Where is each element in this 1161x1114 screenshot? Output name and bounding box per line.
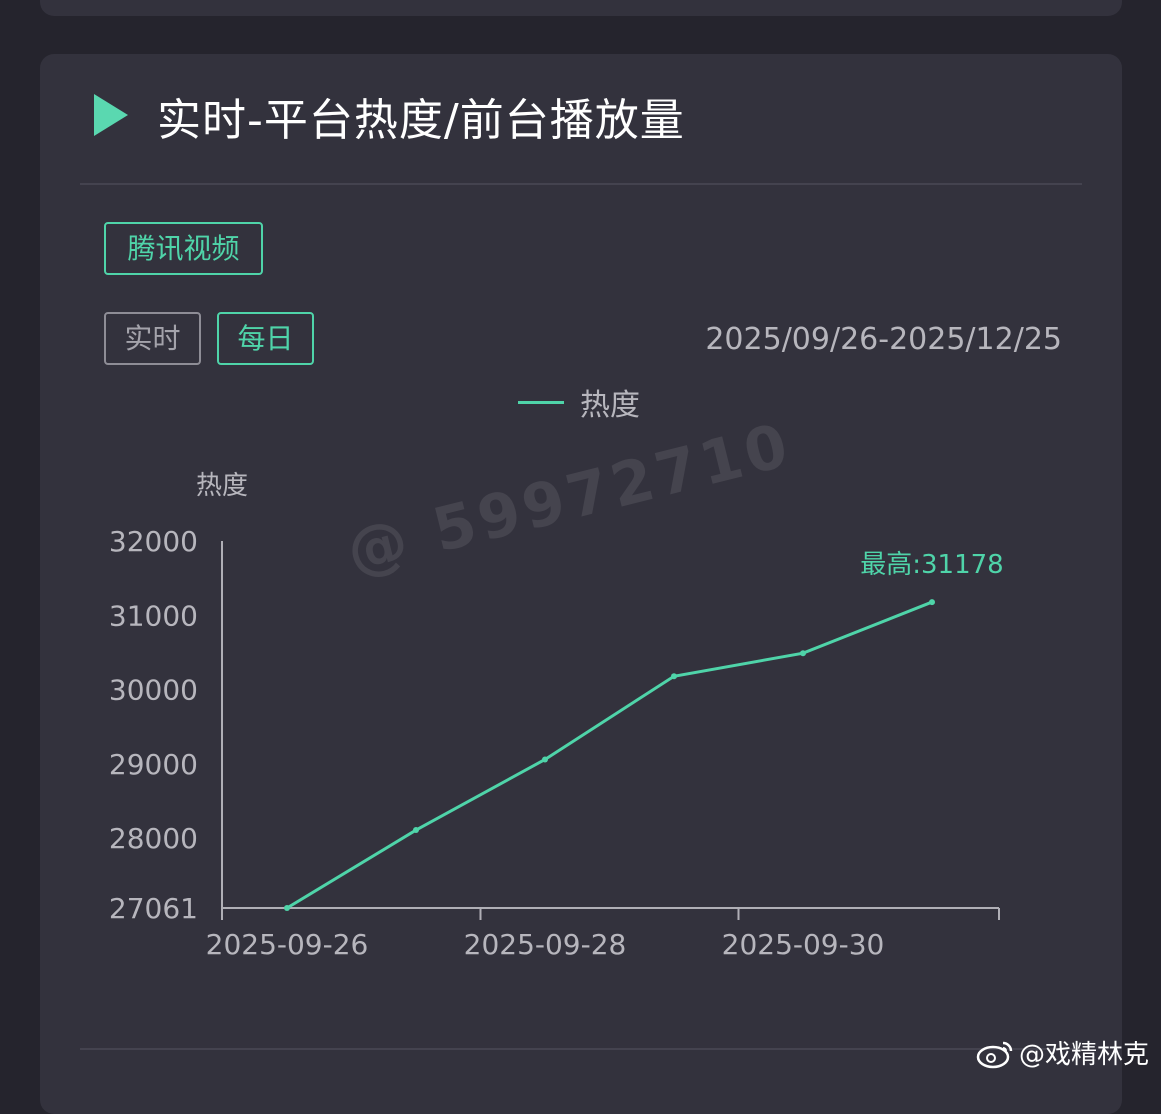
title-divider <box>80 183 1082 185</box>
toggle-realtime[interactable]: 实时 <box>104 312 201 365</box>
weibo-watermark: @戏精林克 <box>975 1034 1149 1071</box>
date-range: 2025/09/26-2025/12/25 <box>705 322 1062 357</box>
x-tick-label: 2025-09-30 <box>722 928 885 961</box>
bottom-divider <box>80 1048 1082 1050</box>
data-point[interactable] <box>800 650 806 657</box>
previous-card <box>40 0 1122 16</box>
chart-legend[interactable]: 热度 <box>518 380 640 424</box>
data-point[interactable] <box>413 827 419 834</box>
y-tick-label: 31000 <box>109 599 198 632</box>
weibo-icon <box>976 1041 1013 1068</box>
toggle-daily[interactable]: 每日 <box>217 312 314 365</box>
line-chart: 热度 27061 28000 29000 30000 31000 32000 2025-0… <box>109 471 1004 961</box>
legend-label: 热度 <box>580 388 640 423</box>
x-tick-label: 2025-09-28 <box>464 928 627 961</box>
data-point[interactable] <box>671 673 677 680</box>
heat-card <box>40 54 1122 1114</box>
platform-tag-tencent[interactable]: 腾讯视频 <box>104 222 263 275</box>
data-point[interactable] <box>284 905 290 911</box>
weibo-handle: @戏精林克 <box>1018 1040 1149 1070</box>
y-axis-label: 热度 <box>196 471 248 501</box>
x-tick-label: 2025-09-26 <box>206 928 369 961</box>
y-axis-ticks: 27061 28000 29000 30000 31000 32000 <box>109 525 198 925</box>
y-tick-label: 28000 <box>109 822 198 855</box>
x-axis-ticks: 2025-09-26 2025-09-28 2025-09-30 <box>206 908 1000 961</box>
y-tick-label: 30000 <box>109 674 198 707</box>
play-icon <box>94 94 128 136</box>
card-title: 实时-平台热度/前台播放量 <box>157 95 685 146</box>
y-tick-label: 27061 <box>109 892 198 925</box>
y-tick-label: 29000 <box>109 748 198 781</box>
max-value-label: 最高:31178 <box>860 550 1003 580</box>
data-point[interactable] <box>929 599 935 606</box>
series-line-heat <box>286 600 933 910</box>
y-tick-label: 32000 <box>109 525 198 558</box>
data-point[interactable] <box>542 756 548 763</box>
series-points <box>284 599 935 911</box>
legend-swatch <box>518 400 564 404</box>
